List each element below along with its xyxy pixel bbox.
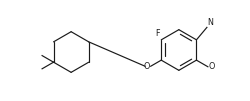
Text: N: N bbox=[206, 18, 212, 27]
Text: O: O bbox=[143, 62, 150, 71]
Text: F: F bbox=[155, 29, 160, 38]
Text: O: O bbox=[208, 62, 214, 71]
